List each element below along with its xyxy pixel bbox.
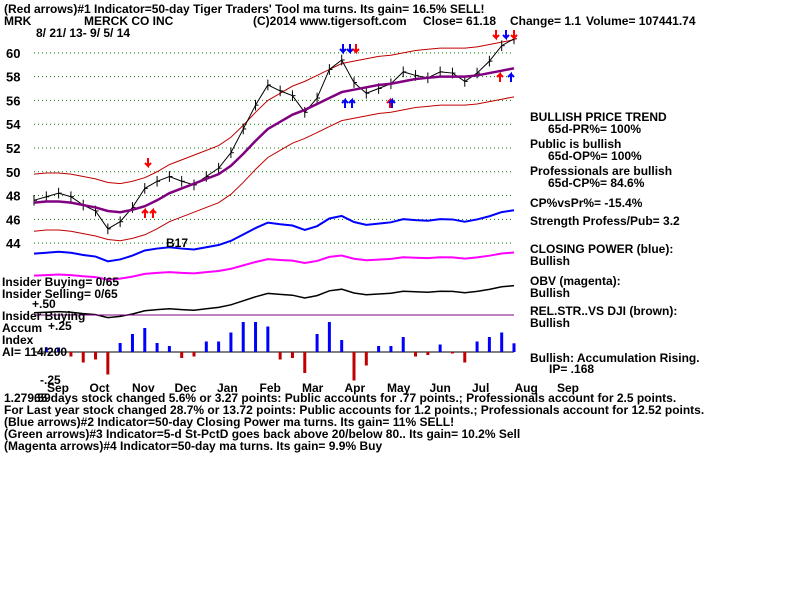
accum-minus25: -.25 [40, 373, 61, 387]
accum-plus25: +.25 [48, 319, 72, 333]
buy-arrow [388, 97, 396, 108]
x-tick-label: Dec [175, 381, 197, 395]
x-tick-label: Nov [132, 381, 155, 395]
ai-value: AI= 114/200 [2, 345, 68, 359]
strength-value: Strength Profess/Pub= 3.2 [530, 214, 680, 228]
cpvspr-value: CP%vsPr%= -15.4% [530, 196, 643, 210]
footer-prefix: 1.279.59 [4, 391, 51, 405]
sell-arrow [510, 30, 518, 41]
insider-buying-2: Insider Buying [2, 309, 86, 323]
change-value: Change= 1.1 [510, 14, 582, 28]
sell-arrow [144, 158, 152, 169]
signal-red-arrows: (Red arrows)#1 Indicator=50-day Tiger Tr… [4, 2, 485, 16]
sell-arrow [339, 44, 347, 55]
relstr-label: REL.STR..VS DJI (brown): [530, 304, 678, 318]
accum-plus50: +.50 [32, 297, 56, 311]
pr-value: 65d-PR%= 100% [548, 122, 642, 136]
cp-value: 65d-CP%= 84.6% [548, 176, 645, 190]
y-tick-label: 56 [6, 93, 20, 108]
insider-buying: Insider Buying= 0/65 [2, 275, 120, 289]
buy-arrow [341, 97, 349, 108]
buy-arrow [149, 207, 157, 218]
y-tick-label: 48 [6, 189, 20, 204]
closing-power-state: Bullish [530, 254, 571, 268]
b17-label: B17 [166, 236, 189, 250]
upper-band [33, 39, 515, 185]
op-value: 65d-OP%= 100% [548, 149, 642, 163]
accum-label: Accum [2, 321, 43, 335]
y-tick-label: 50 [6, 165, 20, 180]
x-tick-label: Sep [557, 381, 579, 395]
y-tick-labels: 44 46 48 50 52 54 56 58 60 [6, 46, 21, 251]
signal-green-arrows: (Green arrows)#3 Indicator=5-d St-PctD g… [4, 427, 521, 441]
trend-title: BULLISH PRICE TREND [530, 110, 667, 124]
sell-arrow [492, 30, 500, 41]
x-tick-label: Jan [217, 381, 238, 395]
pros-status: Professionals are bullish [530, 164, 673, 178]
price-grid [34, 52, 514, 244]
signal-blue-arrows: (Blue arrows)#2 Indicator=50-day Closing… [4, 415, 455, 429]
sell-arrow [352, 44, 360, 55]
signal-magenta-arrows: (Magenta arrows)#4 Indicator=50-day ma t… [4, 439, 383, 453]
price-series [33, 33, 517, 242]
sell-arrow [502, 30, 510, 41]
x-tick-label: Aug [515, 381, 538, 395]
footer-65day: 65 days stock changed 5.6% or 3.27 point… [34, 391, 677, 405]
x-tick-label: Sep [47, 381, 69, 395]
relstr-state: Bullish [530, 316, 571, 330]
sell-arrow [346, 44, 354, 55]
lower-band [33, 96, 515, 242]
obv-line [33, 251, 515, 281]
x-tick-label: Feb [260, 381, 281, 395]
x-tick-label: Apr [345, 381, 366, 395]
y-tick-label: 52 [6, 141, 20, 156]
date-range: 8/ 21/ 13- 9/ 5/ 14 [36, 26, 131, 40]
copyright: (C)2014 www.tigersoft.com [253, 14, 407, 28]
ma-line [33, 67, 515, 214]
ticker: MRK [4, 14, 32, 28]
x-tick-labels: Sep Oct Nov Dec Jan Feb Mar Apr May Jun Jul Aug Sep [47, 381, 579, 395]
signal-arrows [141, 30, 518, 218]
y-tick-label: 54 [6, 117, 21, 132]
x-tick-label: Jun [430, 381, 451, 395]
ip-value: IP= .168 [549, 362, 595, 376]
volume-value: Volume= 107441.74 [586, 14, 696, 28]
public-status: Public is bullish [530, 137, 622, 151]
buy-arrow [496, 71, 504, 82]
price-line [33, 38, 515, 230]
x-tick-label: Jul [472, 381, 489, 395]
footer-lastyear: For Last year stock changed 28.7% or 13.… [4, 403, 705, 417]
closing-power-line [33, 209, 515, 263]
x-tick-label: Oct [90, 381, 110, 395]
y-tick-label: 58 [6, 70, 20, 85]
closing-power-label: CLOSING POWER (blue): [530, 242, 674, 256]
accum-status: Bullish: Accumulation Rising. [530, 351, 700, 365]
company-name: MERCK CO INC [84, 14, 174, 28]
y-tick-label: 44 [6, 236, 21, 251]
x-tick-label: Mar [302, 381, 324, 395]
close-value: Close= 61.18 [423, 14, 497, 28]
insider-selling: Insider Selling= 0/65 [2, 287, 118, 301]
x-tick-label: May [387, 381, 411, 395]
indicator-panels [33, 209, 516, 381]
obv-label: OBV (magenta): [530, 274, 621, 288]
obv-state: Bullish [530, 286, 571, 300]
buy-arrow [348, 97, 356, 108]
y-tick-label: 60 [6, 46, 20, 61]
y-tick-label: 46 [6, 212, 20, 227]
relstr-line [33, 284, 515, 319]
buy-arrow [141, 207, 149, 218]
index-label: Index [2, 333, 34, 347]
buy-arrow [507, 71, 515, 82]
